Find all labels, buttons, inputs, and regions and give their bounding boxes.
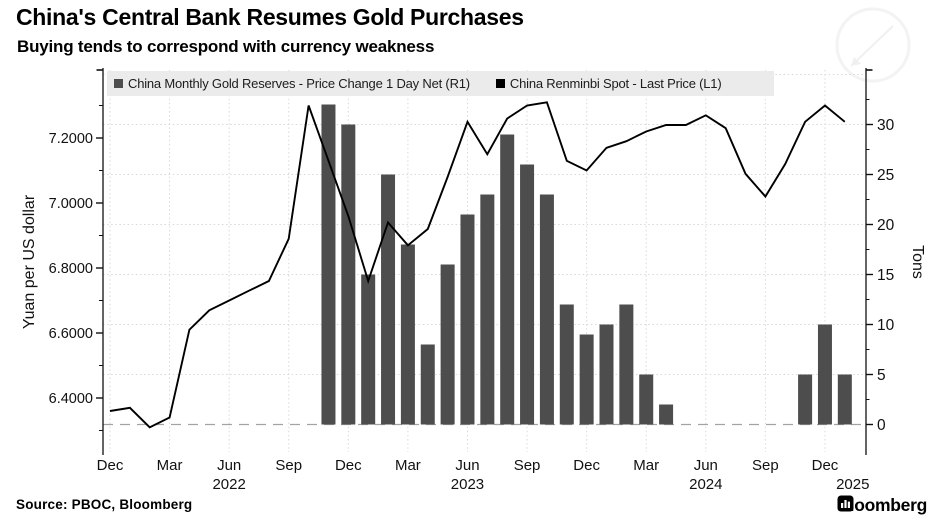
gold-reserves-bar (599, 324, 614, 425)
x-axis-year-label: 2022 (212, 476, 245, 493)
left-axis-tick-label: 7.2000 (49, 131, 93, 147)
x-axis-quarter-label: Mar (395, 457, 421, 474)
legend-label: China Renminbi Spot - Last Price (L1) (509, 76, 722, 91)
legend-item: China Monthly Gold Reserves - Price Chan… (114, 76, 470, 91)
legend-label: China Monthly Gold Reserves - Price Chan… (128, 76, 470, 91)
right-axis-tick-label: 15 (877, 267, 894, 284)
x-axis-quarter-label: Sep (275, 457, 302, 474)
x-axis-quarter-label: Mar (157, 457, 183, 474)
right-axis-tick-label: 20 (877, 217, 895, 234)
legend: China Monthly Gold Reserves - Price Chan… (107, 71, 774, 96)
gold-reserves-bars (321, 104, 852, 425)
gold-reserves-bar (420, 344, 435, 425)
axes: 7.2000 7.0000 6.8000 6.6000 6.4000 30 25 20 15 10… (49, 68, 895, 493)
watermark-arrow-icon (850, 25, 894, 67)
legend-swatch-icon (495, 79, 505, 88)
watermark-circle-icon (835, 7, 911, 83)
gold-reserves-bar (559, 304, 574, 425)
x-axis-year-label: 2025 (836, 476, 869, 493)
gold-reserves-bar (321, 104, 336, 425)
gold-reserves-bar (837, 374, 852, 425)
source-note: Source: PBOC, Bloomberg (16, 497, 193, 512)
gold-reserves-bar (480, 194, 495, 425)
watermark (835, 7, 911, 83)
gold-reserves-bar (659, 404, 674, 425)
x-axis-quarter-label: Dec (573, 457, 600, 474)
right-axis-tick-label: 30 (877, 117, 895, 134)
x-axis-quarter-label: Sep (752, 457, 779, 474)
gold-reserves-bar (798, 374, 813, 425)
chart-subtitle: Buying tends to correspond with currency… (17, 37, 435, 56)
right-axis-tick-label: 0 (877, 417, 886, 434)
gold-reserves-bar (341, 124, 356, 425)
gold-reserves-bar (579, 334, 594, 425)
left-axis-tick-label: 6.8000 (49, 261, 93, 277)
bloomberg-bars-icon (837, 495, 854, 512)
gold-reserves-bar (381, 174, 396, 425)
x-axis-quarter-label: Jun (217, 457, 241, 474)
gold-reserves-bar (460, 214, 475, 425)
gold-reserves-bar (639, 374, 654, 425)
x-axis-quarter-label: Jun (455, 457, 479, 474)
x-axis-quarter-label: Sep (514, 457, 541, 474)
gold-reserves-bar (500, 134, 515, 425)
gold-reserves-bar (539, 194, 554, 425)
x-axis-quarter-label: Mar (633, 457, 659, 474)
right-axis-tick-label: 25 (877, 167, 894, 184)
gold-reserves-bar (361, 274, 376, 425)
brand-logo: Bloomberg (837, 495, 927, 516)
legend-swatch-icon (114, 79, 123, 88)
watermark-arrowhead-icon (851, 57, 861, 66)
left-axis-tick-label: 6.4000 (49, 391, 93, 407)
x-axis-year-label: 2024 (689, 476, 722, 493)
right-axis-tick-label: 5 (877, 367, 886, 384)
right-axis-tick-label: 10 (877, 317, 895, 334)
x-axis-quarter-label: Dec (97, 457, 124, 474)
x-axis-quarter-label: Jun (694, 457, 718, 474)
left-axis-tick-label: 7.0000 (49, 196, 93, 212)
x-axis-quarter-label: Dec (812, 457, 839, 474)
gold-reserves-bar (440, 264, 455, 425)
left-axis-tick-label: 6.6000 (49, 326, 93, 342)
brand-wordmark: Bloomberg (837, 495, 927, 515)
renminbi-line (109, 101, 846, 429)
gold-reserves-bar (400, 244, 415, 425)
chart-title: China's Central Bank Resumes Gold Purcha… (16, 4, 524, 30)
legend-item: China Renminbi Spot - Last Price (L1) (495, 76, 722, 91)
gold-reserves-bar (817, 324, 832, 425)
gold-reserves-bar (619, 304, 634, 425)
x-axis-year-label: 2023 (451, 476, 484, 493)
gold-reserves-bar (520, 164, 535, 425)
x-axis-quarter-label: Dec (335, 457, 362, 474)
